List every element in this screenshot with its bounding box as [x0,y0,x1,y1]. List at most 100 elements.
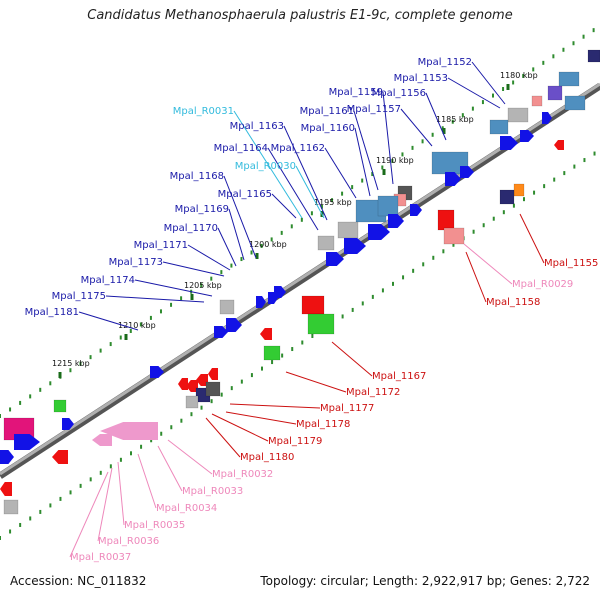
leader-line [162,261,225,277]
leader-line [97,467,113,542]
gene-block [587,49,600,63]
gene-arrow [214,326,228,338]
leader-line [400,108,433,147]
forward-rna-label: Mpal_R0030 [235,161,296,172]
forward-gene-label: Mpal_1168 [170,171,224,182]
kbp-tick-label: 1215 kbp [52,359,90,368]
gene-arrow [0,450,14,464]
reverse-rna-label: Mpal_R0037 [70,552,131,563]
forward-gene-label: Mpal_1153 [394,73,448,84]
forward-gene-label: Mpal_1165 [218,189,272,200]
reverse-gene-label: Mpal_1179 [268,436,322,447]
gene-arrow [62,418,74,430]
gene-arrow [226,318,242,332]
reverse-rna-label: Mpal_R0033 [182,486,243,497]
leader-line [187,244,231,271]
forward-gene-label: Mpal_1170 [164,223,218,234]
gene-arrow [100,422,158,440]
leader-line [353,110,379,191]
reverse-rna-label: Mpal_R0034 [156,503,217,514]
leader-line [205,417,241,458]
leader-line [69,471,109,558]
forward-gene-label: Mpal_1160 [301,123,355,134]
forward-gene-label: Mpal_1175 [52,291,106,302]
forward-gene-label: Mpal_1162 [271,143,325,154]
forward-gene-label: Mpal_1173 [109,257,163,268]
gene-arrow [150,366,164,378]
tracks: 1180 kbp 1185 kbp 1190 kbp 1195 kbp 1200 kbp… [0,28,600,540]
forward-gene-label: Mpal_1157 [347,104,401,115]
leader-line [134,279,213,297]
leader-line [354,127,371,197]
topology-info: Topology: circular; Length: 2,922,917 bp… [260,574,590,588]
kbp-tick-label: 1195 kbp [314,198,352,207]
forward-gene-label: Mpal_1159 [329,87,383,98]
gene-arrow [186,380,198,392]
reverse-gene-label: Mpal_1155 [544,258,598,269]
gene-block [564,95,586,111]
leader-line [324,147,357,199]
reverse-rna-label: Mpal_R0035 [124,520,185,531]
gene-arrow [388,214,404,228]
gene-arrow [368,224,390,240]
leader-line [331,341,373,377]
gene-block [205,381,221,397]
gene-arrow [326,252,344,266]
leader-line [271,193,297,219]
gene-block [513,183,525,197]
gene-block [317,235,335,251]
gene-block [547,85,563,101]
gene-labels: Mpal_1152Mpal_1153Mpal_1156Mpal_1157Mpal… [25,57,599,563]
gene-block [53,399,67,413]
leader-line [267,147,319,231]
accession: Accession: NC_011832 [10,574,147,588]
leader-line [425,92,447,141]
features [0,49,600,515]
forward-gene-label: Mpal_1181 [25,307,79,318]
kbp-tick-label: 1185 kbp [436,115,474,124]
gene-arrow [410,204,422,216]
reverse-gene-label: Mpal_1167 [372,371,426,382]
gene-block [3,499,19,515]
reverse-gene-label: Mpal_1172 [346,387,400,398]
reverse-gene-label: Mpal_1158 [486,297,540,308]
reverse-gene-label: Mpal_1177 [320,403,374,414]
leader-line [295,165,325,219]
leader-line [137,453,157,509]
leader-line [283,125,328,221]
kbp-tick-label: 1200 kbp [249,240,287,249]
leader-line [229,403,321,409]
leader-line [228,208,245,261]
gene-block [337,221,359,239]
leader-line [471,61,506,105]
gene-block [263,345,281,361]
leader-line [519,213,545,264]
gene-arrow [52,450,68,464]
kbp-tick-label: 1210 kbp [118,321,156,330]
gene-arrow [0,482,12,496]
leader-line [211,413,269,442]
forward-gene-label: Mpal_1156 [372,88,426,99]
reverse-gene-label: Mpal_1180 [240,452,294,463]
leader-lines [69,61,545,558]
forward-gene-label: Mpal_1161 [300,106,354,117]
leader-line [465,251,487,303]
reverse-gene-label: Mpal_1178 [296,419,350,430]
forward-gene-label: Mpal_1164 [214,143,268,154]
gene-arrow [260,328,272,340]
gene-arrow [520,130,534,142]
gene-arrow [445,172,461,186]
gene-block [531,95,543,107]
forward-gene-label: Mpal_1152 [418,57,472,68]
kbp-tick-label: 1190 kbp [376,156,414,165]
leader-line [117,461,125,526]
gene-arrow [92,434,112,446]
leader-line [217,227,237,267]
leader-line [223,175,257,259]
leader-line [157,445,183,492]
gene-block [558,71,580,87]
reverse-rna-label: Mpal_R0036 [98,536,159,547]
gene-block [185,395,199,409]
kbp-tick-label: 1205 kbp [184,281,222,290]
reverse-rna-label: Mpal_R0029 [512,279,573,290]
